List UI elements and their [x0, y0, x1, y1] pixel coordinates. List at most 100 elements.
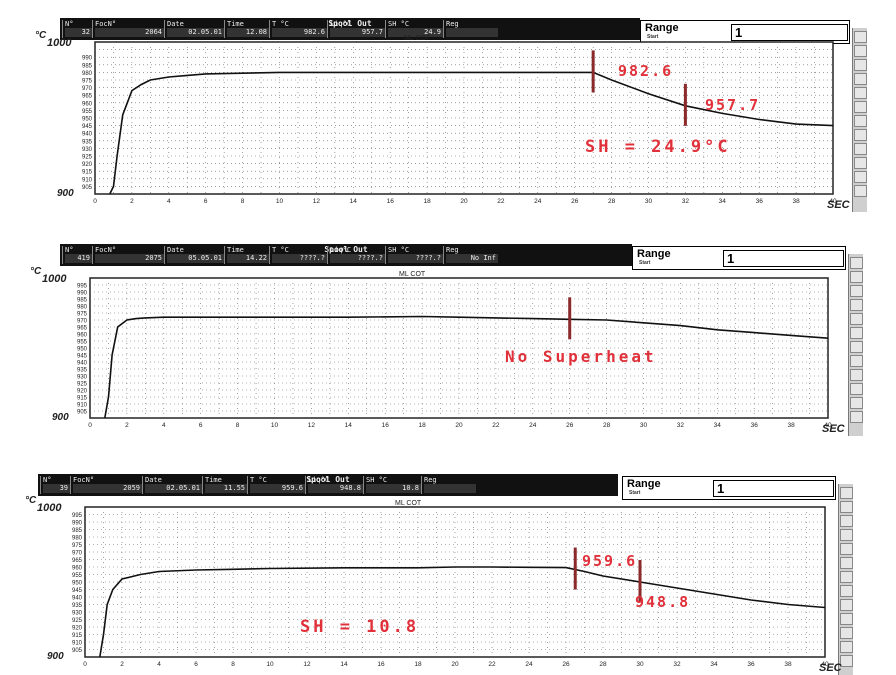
side-toolbar-button[interactable] [850, 313, 863, 325]
side-toolbar-button[interactable] [840, 487, 853, 499]
x-tick-label: 38 [787, 422, 795, 429]
y-tick-label: 990 [77, 291, 88, 297]
side-toolbar-button[interactable] [854, 115, 867, 127]
side-toolbar-button[interactable] [854, 143, 867, 155]
x-tick-label: 24 [534, 198, 542, 205]
side-toolbar-button[interactable] [850, 257, 863, 269]
side-toolbar-button[interactable] [854, 157, 867, 169]
side-toolbar-button[interactable] [840, 641, 853, 653]
side-toolbar-button[interactable] [850, 383, 863, 395]
side-toolbar-button[interactable] [840, 613, 853, 625]
side-toolbar-button[interactable] [840, 655, 853, 667]
range-value-field[interactable]: 1 [723, 250, 844, 267]
side-toolbar-button[interactable] [854, 31, 867, 43]
y-axis-min-label: 900 [47, 651, 64, 662]
y-tick-label: 940 [72, 596, 83, 602]
side-toolbar-button[interactable] [840, 599, 853, 611]
y-tick-label: 995 [77, 284, 88, 290]
side-toolbar-button[interactable] [850, 411, 863, 423]
x-tick-label: 38 [792, 198, 800, 205]
side-toolbar-button[interactable] [850, 369, 863, 381]
range-value-field[interactable]: 1 [731, 24, 848, 41]
marker-temperature-label: 957.7 [705, 96, 760, 114]
x-tick-label: 32 [673, 661, 681, 668]
y-tick-label: 935 [72, 603, 83, 609]
side-toolbar-button[interactable] [854, 59, 867, 71]
side-toolbar-button[interactable] [840, 543, 853, 555]
x-tick-label: 6 [199, 422, 203, 429]
side-toolbar-button[interactable] [854, 185, 867, 197]
side-toolbar-button[interactable] [840, 557, 853, 569]
x-tick-label: 38 [784, 661, 792, 668]
y-tick-label: 930 [77, 375, 88, 381]
side-toolbar-button[interactable] [854, 45, 867, 57]
side-toolbar-button[interactable] [840, 571, 853, 583]
side-toolbar-button[interactable] [854, 101, 867, 113]
y-tick-label: 925 [72, 618, 83, 624]
marker-temperature-label: 982.6 [618, 62, 673, 80]
side-toolbar-button[interactable] [840, 501, 853, 513]
header-label: Date [167, 246, 224, 254]
side-toolbar-button[interactable] [840, 585, 853, 597]
side-toolbar-button[interactable] [840, 627, 853, 639]
header-label: T °C [272, 20, 327, 28]
x-tick-label: 40 [829, 198, 837, 205]
superheat-annotation: SH = 24.9°C [585, 137, 731, 157]
cooling-curve-line [100, 567, 825, 657]
x-tick-label: 32 [677, 422, 685, 429]
x-tick-label: 34 [719, 198, 727, 205]
side-toolbar-button[interactable] [850, 341, 863, 353]
y-tick-label: 910 [82, 177, 93, 183]
header-label: T °C [272, 246, 327, 254]
header-value: 05.05.01 [167, 254, 224, 263]
y-tick-label: 970 [72, 551, 83, 557]
y-tick-label: 985 [72, 528, 83, 534]
x-axis-unit-label: SEC [827, 199, 851, 211]
y-tick-label: 975 [77, 312, 88, 318]
header-label: SH °C [388, 20, 443, 28]
side-toolbar-button[interactable] [850, 285, 863, 297]
x-tick-label: 30 [636, 661, 644, 668]
header-value: ????.? [330, 254, 385, 263]
y-tick-label: 965 [82, 94, 93, 100]
side-toolbar-button[interactable] [840, 529, 853, 541]
header-label: SH °C [388, 246, 443, 254]
side-toolbar-button[interactable] [854, 171, 867, 183]
y-tick-label: 950 [77, 347, 88, 353]
side-toolbar-button[interactable] [854, 129, 867, 141]
y-tick-label: 975 [82, 79, 93, 85]
x-tick-label: 16 [377, 661, 385, 668]
y-tick-label: 995 [72, 513, 83, 519]
range-label: Range [637, 248, 671, 260]
x-tick-label: 36 [751, 422, 759, 429]
x-tick-label: 28 [608, 198, 616, 205]
y-tick-label: 990 [72, 521, 83, 527]
header-cell: SH °C????.? [385, 246, 443, 264]
x-tick-label: 30 [640, 422, 648, 429]
side-toolbar-button[interactable] [854, 87, 867, 99]
y-tick-label: 920 [82, 162, 93, 168]
side-toolbar-button[interactable] [854, 73, 867, 85]
side-toolbar-button[interactable] [850, 327, 863, 339]
header-cell: FocN°2075 [92, 246, 164, 264]
x-tick-label: 26 [571, 198, 579, 205]
side-toolbar-button[interactable] [850, 397, 863, 409]
range-value-field[interactable]: 1 [713, 480, 834, 497]
header-value: 957.7 [330, 28, 385, 37]
side-toolbar-button[interactable] [850, 355, 863, 367]
side-toolbar-button[interactable] [840, 515, 853, 527]
x-tick-label: 16 [382, 422, 390, 429]
x-tick-label: 12 [313, 198, 321, 205]
plot-label: ML COT [395, 500, 422, 507]
x-tick-label: 40 [821, 661, 829, 668]
x-tick-label: 18 [414, 661, 422, 668]
header-label: Date [167, 20, 224, 28]
side-toolbar-button[interactable] [850, 299, 863, 311]
side-toolbar-button[interactable] [850, 271, 863, 283]
